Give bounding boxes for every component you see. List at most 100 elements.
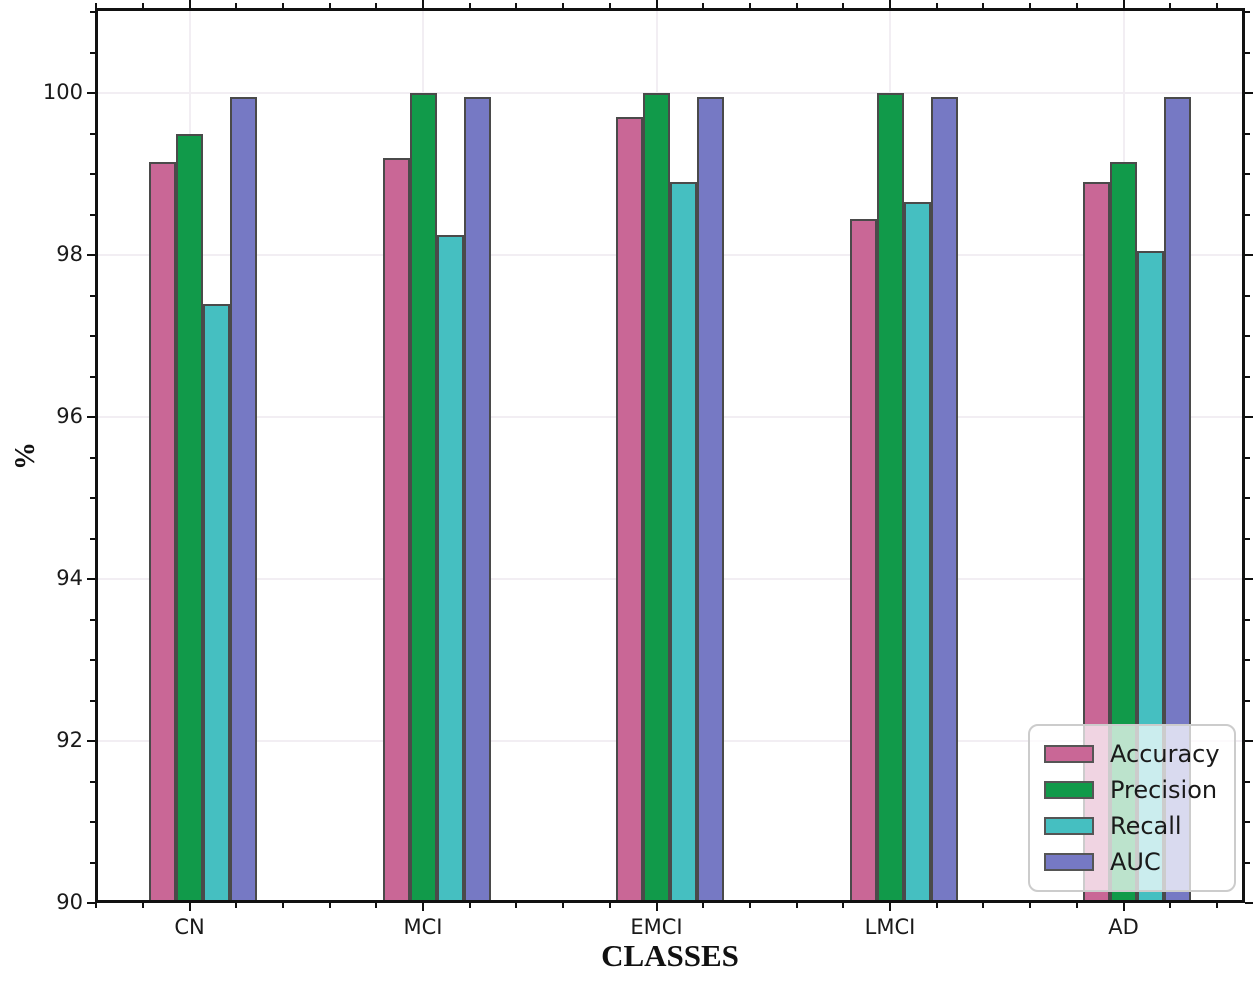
x-tick-bottom-minor bbox=[1075, 903, 1078, 908]
y-tick-left-minor bbox=[90, 497, 95, 500]
x-tick-bottom-minor bbox=[95, 903, 98, 908]
x-tick-bottom-minor bbox=[141, 903, 144, 908]
bar-lmci-accuracy bbox=[849, 218, 877, 903]
y-tick-left-major bbox=[87, 902, 95, 904]
x-tick-bottom-minor bbox=[1169, 903, 1172, 908]
bar-emci-recall bbox=[670, 182, 697, 903]
y-tick-left-minor bbox=[90, 51, 95, 54]
legend-label: Accuracy bbox=[1110, 740, 1220, 768]
x-tick-top-minor bbox=[281, 3, 284, 8]
x-tick-top-minor bbox=[1029, 3, 1032, 8]
y-tick-right-minor bbox=[1245, 618, 1250, 621]
x-tick-bottom-major bbox=[422, 903, 424, 911]
x-tick-bottom-minor bbox=[982, 903, 985, 908]
legend-label: Recall bbox=[1110, 812, 1182, 840]
y-tick-left-minor bbox=[90, 294, 95, 297]
x-tick-top-minor bbox=[235, 3, 238, 8]
y-tick-left-major bbox=[87, 254, 95, 257]
legend-swatch-precision-icon bbox=[1044, 781, 1094, 799]
y-tick-left-minor bbox=[90, 213, 95, 216]
x-tick-bottom-minor bbox=[235, 903, 238, 908]
y-tick-right-major bbox=[1245, 254, 1253, 257]
x-tick-top-minor bbox=[982, 3, 985, 8]
y-tick-left-minor bbox=[90, 11, 95, 14]
y-tick-left-major bbox=[87, 416, 95, 419]
x-tick-bottom-minor bbox=[935, 903, 938, 908]
x-tick-bottom-minor bbox=[281, 903, 284, 908]
y-tick-left-minor bbox=[90, 173, 95, 176]
x-tick-bottom-minor bbox=[1215, 903, 1218, 908]
gridline-horizontal bbox=[95, 92, 1245, 95]
bar-cn-recall bbox=[203, 303, 230, 903]
x-tick-bottom-minor bbox=[515, 903, 518, 908]
x-tick-bottom-minor bbox=[702, 903, 705, 908]
bar-mci-precision bbox=[409, 93, 437, 903]
x-tick-top-minor bbox=[1215, 3, 1218, 8]
y-tick-right-major bbox=[1245, 578, 1253, 581]
x-tick-bottom-major bbox=[188, 903, 191, 911]
y-tick-left-minor bbox=[90, 537, 95, 540]
x-tick-label: EMCI bbox=[630, 915, 683, 939]
x-tick-bottom-minor bbox=[842, 903, 845, 908]
x-tick-bottom-major bbox=[1122, 903, 1125, 911]
x-tick-top-minor bbox=[1169, 3, 1172, 8]
bar-lmci-auc bbox=[930, 97, 958, 903]
x-tick-top-minor bbox=[702, 3, 705, 8]
legend-label: AUC bbox=[1110, 848, 1161, 876]
y-tick-left-minor bbox=[90, 618, 95, 621]
y-tick-right-minor bbox=[1245, 497, 1250, 500]
bar-mci-accuracy bbox=[382, 157, 410, 903]
x-tick-bottom-major bbox=[889, 903, 891, 911]
y-tick-left-minor bbox=[90, 821, 95, 823]
legend-swatch-recall-icon bbox=[1044, 817, 1094, 835]
x-tick-bottom-minor bbox=[562, 903, 565, 908]
x-tick-top-minor bbox=[515, 3, 518, 8]
y-tick-label: 100 bbox=[42, 80, 83, 105]
y-tick-label: 92 bbox=[56, 728, 83, 752]
y-tick-left-minor bbox=[90, 659, 95, 661]
y-tick-right-major bbox=[1245, 902, 1253, 904]
y-tick-right-minor bbox=[1245, 456, 1250, 459]
y-tick-left-minor bbox=[90, 780, 95, 783]
x-tick-top-major bbox=[422, 0, 424, 8]
legend-swatch-accuracy-icon bbox=[1044, 745, 1094, 763]
x-tick-top-major bbox=[188, 0, 191, 8]
legend-entry-accuracy: Accuracy bbox=[1044, 738, 1220, 770]
y-tick-right-minor bbox=[1245, 213, 1250, 216]
bar-mci-auc bbox=[463, 97, 491, 903]
y-tick-right-minor bbox=[1245, 699, 1250, 702]
legend-swatch-auc-icon bbox=[1044, 853, 1094, 871]
legend-entry-recall: Recall bbox=[1044, 810, 1220, 842]
x-tick-label: LMCI bbox=[864, 915, 916, 939]
x-tick-top-minor bbox=[795, 3, 798, 8]
bar-emci-accuracy bbox=[616, 117, 643, 903]
y-tick-right-minor bbox=[1245, 780, 1250, 783]
x-tick-top-minor bbox=[375, 3, 378, 8]
x-tick-bottom-major bbox=[655, 903, 658, 911]
y-tick-right-minor bbox=[1245, 335, 1250, 338]
y-tick-left-minor bbox=[90, 699, 95, 702]
y-tick-right-minor bbox=[1245, 294, 1250, 297]
y-tick-right-minor bbox=[1245, 821, 1250, 823]
x-tick-top-major bbox=[655, 0, 658, 8]
x-tick-top-minor bbox=[468, 3, 471, 8]
x-tick-top-minor bbox=[748, 3, 751, 8]
x-tick-bottom-minor bbox=[795, 903, 798, 908]
x-tick-top-minor bbox=[608, 3, 611, 8]
legend-entry-precision: Precision bbox=[1044, 774, 1220, 806]
x-tick-bottom-minor bbox=[468, 903, 471, 908]
x-tick-top-minor bbox=[95, 3, 98, 8]
y-tick-label: 98 bbox=[56, 242, 83, 267]
x-tick-bottom-minor bbox=[328, 903, 331, 908]
x-tick-top-minor bbox=[141, 3, 144, 8]
y-tick-left-minor bbox=[90, 132, 95, 135]
y-tick-right-major bbox=[1245, 92, 1253, 95]
bar-emci-auc bbox=[697, 97, 724, 903]
x-tick-bottom-minor bbox=[608, 903, 611, 908]
y-tick-right-minor bbox=[1245, 659, 1250, 661]
x-tick-label: MCI bbox=[403, 915, 443, 939]
bar-emci-precision bbox=[643, 93, 670, 903]
y-tick-right-minor bbox=[1245, 537, 1250, 540]
y-tick-right-minor bbox=[1245, 375, 1250, 378]
bar-cn-accuracy bbox=[149, 161, 176, 903]
